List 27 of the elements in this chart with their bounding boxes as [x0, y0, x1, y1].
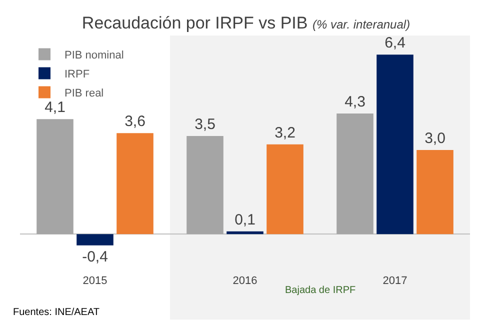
x-tick-label: 2017: [382, 275, 408, 287]
data-label: 4,3: [344, 94, 366, 111]
x-tick-label: 2016: [232, 275, 258, 287]
bar: [116, 133, 154, 234]
chart-title: Recaudación por IRPF vs PIB: [82, 14, 308, 33]
legend-label: PIB nominal: [64, 50, 124, 62]
legend-label: IRPF: [64, 68, 90, 81]
data-label: 4,1: [44, 99, 66, 116]
bar: [186, 136, 224, 234]
data-label: 3,0: [424, 130, 446, 147]
chart-subtitle: (% var. interanual): [312, 18, 410, 32]
data-label: 0,1: [234, 211, 256, 228]
bar: [76, 234, 114, 246]
data-label: -0,4: [82, 248, 108, 266]
bar: [416, 150, 454, 234]
bar: [36, 119, 74, 234]
x-tick-label: 2015: [82, 275, 108, 287]
data-label: 6,4: [384, 34, 406, 52]
band-label: Bajada de IRPF: [285, 285, 356, 296]
bar: [376, 54, 414, 234]
source-note: Fuentes: INE/AEAT: [13, 307, 100, 318]
bar: [266, 144, 304, 234]
data-label: 3,5: [194, 116, 216, 133]
bar: [336, 114, 374, 234]
legend-label: PIB real: [64, 88, 104, 100]
data-label: 3,6: [124, 113, 146, 130]
data-label: 3,2: [274, 124, 296, 142]
